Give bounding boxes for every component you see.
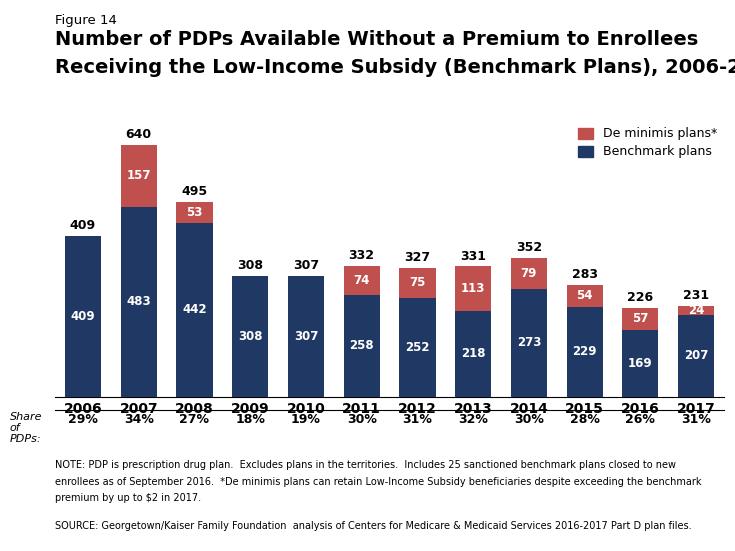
Text: 24: 24 bbox=[688, 304, 704, 317]
Bar bbox=[511, 258, 547, 289]
Text: 74: 74 bbox=[354, 274, 370, 287]
Bar bbox=[343, 295, 380, 397]
Text: 31%: 31% bbox=[403, 413, 432, 426]
Bar bbox=[623, 330, 659, 397]
Text: 75: 75 bbox=[409, 276, 426, 289]
Text: 640: 640 bbox=[126, 128, 152, 141]
Bar bbox=[65, 236, 101, 397]
Text: SOURCE: Georgetown/Kaiser Family Foundation  analysis of Centers for Medicare & : SOURCE: Georgetown/Kaiser Family Foundat… bbox=[55, 521, 692, 531]
Text: 273: 273 bbox=[517, 337, 541, 349]
Text: 495: 495 bbox=[182, 185, 207, 198]
Bar bbox=[232, 276, 268, 397]
Text: 30%: 30% bbox=[514, 413, 544, 426]
Text: 157: 157 bbox=[126, 169, 151, 182]
Text: 169: 169 bbox=[628, 357, 653, 370]
Text: 352: 352 bbox=[516, 241, 542, 254]
Text: 409: 409 bbox=[71, 310, 96, 323]
Bar bbox=[455, 311, 491, 397]
Text: Figure 14: Figure 14 bbox=[55, 14, 117, 27]
Text: 258: 258 bbox=[349, 339, 374, 353]
Bar bbox=[121, 207, 157, 397]
Text: 231: 231 bbox=[683, 289, 709, 302]
Text: premium by up to $2 in 2017.: premium by up to $2 in 2017. bbox=[55, 493, 201, 503]
Bar bbox=[399, 298, 436, 397]
Text: Share
of
PDPs:: Share of PDPs: bbox=[10, 412, 42, 444]
Text: 54: 54 bbox=[576, 289, 593, 302]
Text: 53: 53 bbox=[186, 206, 203, 219]
Text: 28%: 28% bbox=[570, 413, 600, 426]
Text: NOTE: PDP is prescription drug plan.  Excludes plans in the territories.  Includ: NOTE: PDP is prescription drug plan. Exc… bbox=[55, 460, 676, 470]
Text: 113: 113 bbox=[461, 282, 485, 295]
Text: 31%: 31% bbox=[681, 413, 711, 426]
Text: 18%: 18% bbox=[235, 413, 265, 426]
Bar bbox=[455, 267, 491, 311]
Text: 32%: 32% bbox=[458, 413, 488, 426]
Bar bbox=[288, 276, 324, 397]
Text: 26%: 26% bbox=[625, 413, 656, 426]
Text: 409: 409 bbox=[70, 219, 96, 232]
Text: 331: 331 bbox=[460, 250, 486, 262]
Text: 308: 308 bbox=[237, 258, 263, 272]
Text: 207: 207 bbox=[684, 349, 709, 363]
Text: 442: 442 bbox=[182, 303, 207, 316]
Text: Receiving the Low-Income Subsidy (Benchmark Plans), 2006-2017: Receiving the Low-Income Subsidy (Benchm… bbox=[55, 58, 735, 77]
Text: 218: 218 bbox=[461, 347, 485, 360]
Text: Number of PDPs Available Without a Premium to Enrollees: Number of PDPs Available Without a Premi… bbox=[55, 30, 698, 49]
Text: 30%: 30% bbox=[347, 413, 376, 426]
Bar bbox=[176, 223, 212, 397]
Text: 57: 57 bbox=[632, 312, 648, 326]
Text: 307: 307 bbox=[294, 330, 318, 343]
Text: 34%: 34% bbox=[123, 413, 154, 426]
Text: 283: 283 bbox=[572, 268, 598, 282]
Bar bbox=[343, 266, 380, 295]
Bar bbox=[511, 289, 547, 397]
Text: 252: 252 bbox=[405, 341, 430, 354]
Text: 226: 226 bbox=[627, 291, 653, 304]
Text: 332: 332 bbox=[348, 249, 375, 262]
Text: 27%: 27% bbox=[179, 413, 209, 426]
Bar bbox=[678, 306, 714, 315]
Bar bbox=[623, 308, 659, 330]
Text: 307: 307 bbox=[293, 259, 319, 272]
Bar bbox=[176, 202, 212, 223]
Text: 308: 308 bbox=[238, 329, 262, 343]
Text: enrollees as of September 2016.  *De minimis plans can retain Low-Income Subsidy: enrollees as of September 2016. *De mini… bbox=[55, 477, 702, 487]
Bar bbox=[567, 306, 603, 397]
Text: 79: 79 bbox=[520, 267, 537, 280]
Bar bbox=[567, 285, 603, 306]
Text: 19%: 19% bbox=[291, 413, 321, 426]
Text: 229: 229 bbox=[573, 345, 597, 358]
Legend: De minimis plans*, Benchmark plans: De minimis plans*, Benchmark plans bbox=[578, 127, 717, 159]
Bar bbox=[121, 145, 157, 207]
Text: 29%: 29% bbox=[68, 413, 98, 426]
Bar bbox=[678, 315, 714, 397]
Text: 327: 327 bbox=[404, 251, 431, 264]
Text: 483: 483 bbox=[126, 295, 151, 308]
Bar bbox=[399, 268, 436, 298]
